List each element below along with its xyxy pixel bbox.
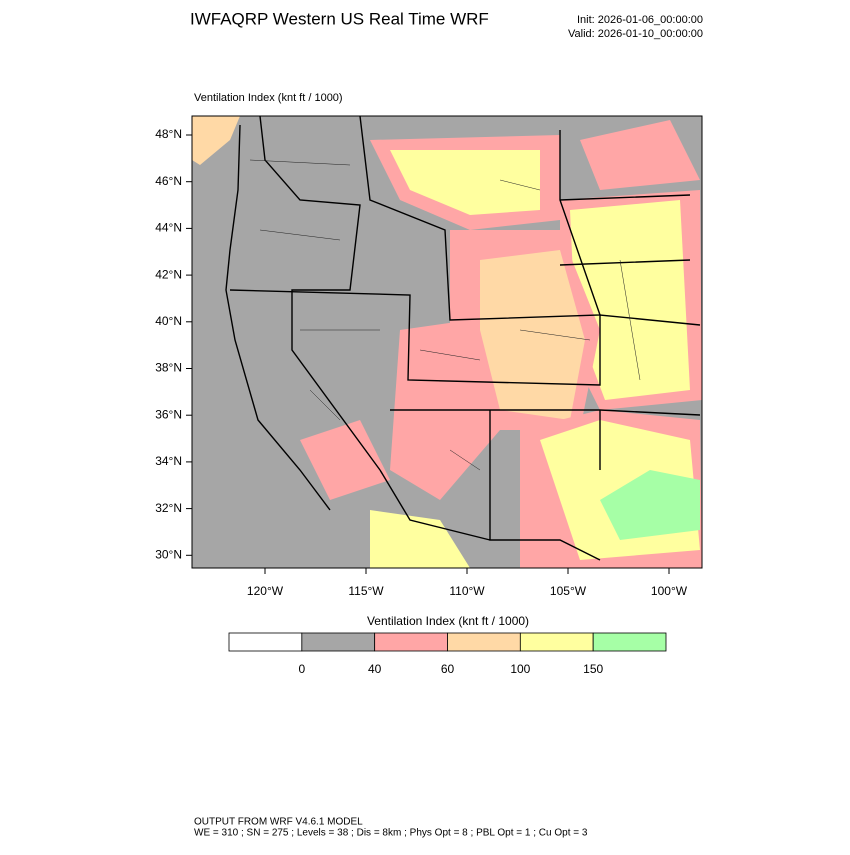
- colorbar-tick-label: 0: [298, 662, 305, 676]
- lat-label: 46°N: [155, 174, 182, 188]
- colorbar-box: [301, 632, 376, 652]
- colorbar-box: [447, 632, 521, 652]
- colorbar-title: Ventilation Index (knt ft / 1000): [367, 614, 529, 628]
- lon-label: 105°W: [550, 584, 587, 598]
- colorbar-tick-label: 100: [510, 662, 530, 676]
- colorbar-tick-label: 60: [441, 662, 455, 676]
- colorbar-tick-label: 150: [583, 662, 603, 676]
- lon-label: 120°W: [247, 584, 284, 598]
- lat-label: 34°N: [155, 454, 182, 468]
- lat-labels: 48°N 46°N 44°N 42°N 40°N 38°N 36°N 34°N 32°N 30°N: [155, 127, 192, 561]
- footer-line: WE = 310 ; SN = 275 ; Levels = 38 ; Dis …: [194, 828, 588, 839]
- lon-label: 100°W: [651, 584, 688, 598]
- colorbar-box: [228, 632, 303, 652]
- lat-label: 36°N: [155, 407, 182, 421]
- lat-label: 30°N: [155, 547, 182, 561]
- lon-label: 115°W: [348, 584, 384, 598]
- init-time: Init: 2026-01-06_00:00:00: [577, 14, 703, 26]
- colorbar-box: [519, 632, 594, 652]
- valid-time: Valid: 2026-01-10_00:00:00: [568, 28, 703, 40]
- colorbar-box: [374, 632, 448, 652]
- lat-label: 48°N: [155, 127, 182, 141]
- lat-label: 44°N: [155, 221, 182, 235]
- lon-labels: 120°W 115°W 110°W 105°W 100°W: [247, 568, 688, 598]
- lat-label: 42°N: [155, 267, 182, 281]
- lon-label: 110°W: [449, 584, 485, 598]
- colorbar-box: [592, 632, 667, 652]
- title: IWFAQRP Western US Real Time WRF: [190, 9, 489, 28]
- footer-line: OUTPUT FROM WRF V4.6.1 MODEL: [194, 817, 363, 828]
- colorbar: 0 40 60 100 150: [228, 632, 667, 676]
- lat-label: 38°N: [155, 361, 182, 375]
- colorbar-tick-label: 40: [368, 662, 382, 676]
- map: [191, 115, 703, 569]
- lat-label: 32°N: [155, 501, 182, 515]
- map-label: Ventilation Index (knt ft / 1000): [194, 92, 343, 104]
- lat-label: 40°N: [155, 314, 182, 328]
